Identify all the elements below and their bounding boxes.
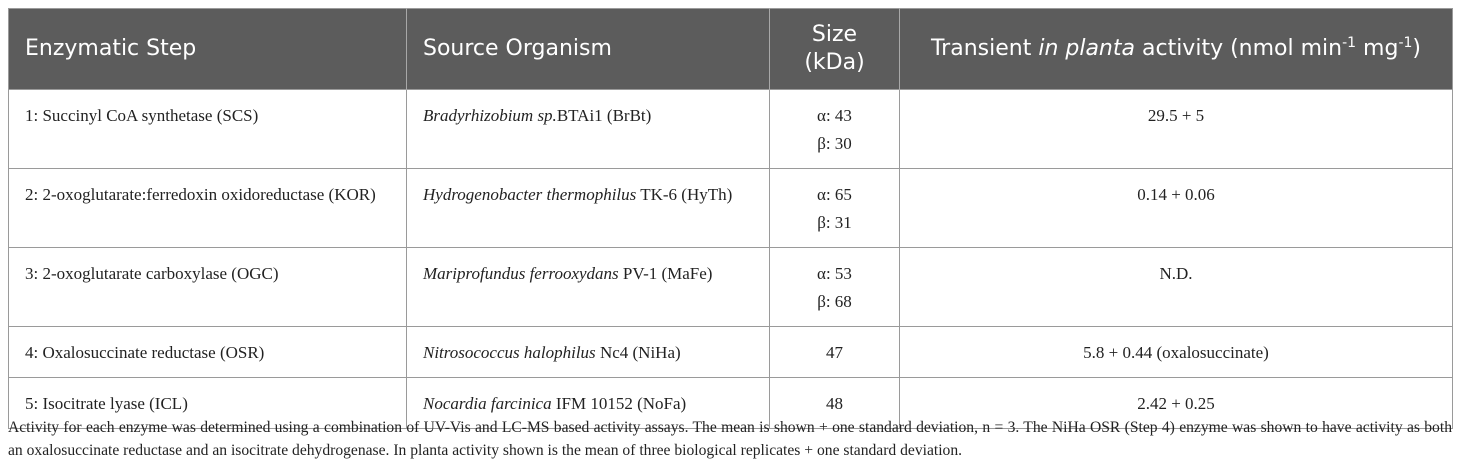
organism-strain: PV-1 (MaFe) (618, 264, 713, 283)
table-row: 2: 2-oxoglutarate:ferredoxin oxidoreduct… (8, 168, 1453, 248)
header-size: Size (kDa) (769, 8, 900, 90)
cell-activity: N.D. (899, 247, 1453, 327)
cell-activity: 2.42 + 0.25 (899, 377, 1453, 429)
organism-italic: Nocardia farcinica (423, 394, 552, 413)
cell-organism: Nitrosococcus halophilus Nc4 (NiHa) (406, 326, 770, 378)
cell-organism: Hydrogenobacter thermophilus TK-6 (HyTh) (406, 168, 770, 248)
cell-size: α: 43 β: 30 (769, 89, 900, 169)
cell-activity: 5.8 + 0.44 (oxalosuccinate) (899, 326, 1453, 378)
organism-italic: Bradyrhizobium sp. (423, 106, 557, 125)
header-enzymatic-step: Enzymatic Step (8, 8, 407, 90)
header-activity-italic: in planta (1038, 36, 1135, 61)
table-row: 1: Succinyl CoA synthetase (SCS) Bradyrh… (8, 89, 1453, 169)
size-beta: β: 31 (817, 213, 852, 232)
header-activity: Transient in planta activity (nmol min-1… (899, 8, 1453, 90)
header-size-label: Size (811, 22, 858, 47)
header-activity-mid: activity (nmol min (1135, 36, 1343, 61)
cell-size: 48 (769, 377, 900, 429)
cell-step: 5: Isocitrate lyase (ICL) (8, 377, 407, 429)
size-alpha: α: 43 (817, 106, 852, 125)
organism-strain: BTAi1 (BrBt) (556, 106, 652, 125)
enzyme-table-container: Enzymatic Step Source Organism Size (kDa… (8, 8, 1453, 429)
cell-organism: Bradyrhizobium sp.BTAi1 (BrBt) (406, 89, 770, 169)
cell-organism: Mariprofundus ferrooxydans PV-1 (MaFe) (406, 247, 770, 327)
header-activity-sup2: -1 (1398, 35, 1413, 51)
cell-activity: 29.5 + 5 (899, 89, 1453, 169)
table-row: 3: 2-oxoglutarate carboxylase (OGC) Mari… (8, 247, 1453, 327)
table-row: 5: Isocitrate lyase (ICL) Nocardia farci… (8, 377, 1453, 429)
size-beta: β: 30 (817, 134, 852, 153)
cell-activity: 0.14 + 0.06 (899, 168, 1453, 248)
organism-strain: Nc4 (NiHa) (595, 343, 681, 362)
cell-step: 1: Succinyl CoA synthetase (SCS) (8, 89, 407, 169)
cell-size: α: 53 β: 68 (769, 247, 900, 327)
header-size-unit: (kDa) (804, 50, 865, 75)
size-beta: β: 68 (817, 292, 852, 311)
size-alpha: α: 53 (817, 264, 852, 283)
organism-italic: Nitrosococcus halophilus (423, 343, 596, 362)
size-alpha: α: 65 (817, 185, 852, 204)
table-header-row: Enzymatic Step Source Organism Size (kDa… (8, 8, 1453, 90)
header-activity-sup1: -1 (1342, 35, 1357, 51)
organism-strain: TK-6 (HyTh) (636, 185, 733, 204)
header-activity-suffix: ) (1412, 36, 1422, 61)
header-activity-prefix: Transient (930, 36, 1039, 61)
header-source-organism: Source Organism (406, 8, 770, 90)
cell-size: 47 (769, 326, 900, 378)
header-activity-mid2: mg (1356, 36, 1399, 61)
cell-step: 4: Oxalosuccinate reductase (OSR) (8, 326, 407, 378)
table-caption: Activity for each enzyme was determined … (8, 419, 1452, 459)
cell-organism: Nocardia farcinica IFM 10152 (NoFa) (406, 377, 770, 429)
cell-size: α: 65 β: 31 (769, 168, 900, 248)
enzyme-table: Enzymatic Step Source Organism Size (kDa… (8, 8, 1453, 429)
cell-step: 3: 2-oxoglutarate carboxylase (OGC) (8, 247, 407, 327)
organism-italic: Mariprofundus ferrooxydans (423, 264, 619, 283)
organism-italic: Hydrogenobacter thermophilus (423, 185, 637, 204)
cell-step: 2: 2-oxoglutarate:ferredoxin oxidoreduct… (8, 168, 407, 248)
table-row: 4: Oxalosuccinate reductase (OSR) Nitros… (8, 326, 1453, 378)
organism-strain: IFM 10152 (NoFa) (551, 394, 687, 413)
